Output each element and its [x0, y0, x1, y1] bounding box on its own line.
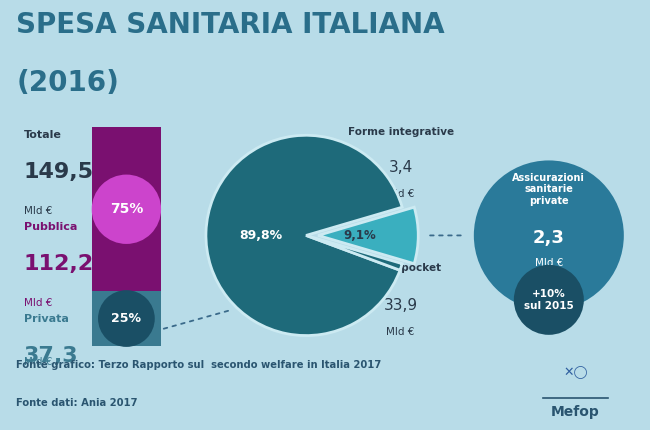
Bar: [92, 127, 161, 291]
Text: SPESA SANITARIA ITALIANA: SPESA SANITARIA ITALIANA: [16, 11, 445, 39]
Text: Mld €: Mld €: [23, 206, 52, 215]
Text: 2,3: 2,3: [533, 229, 565, 247]
Text: 3,4: 3,4: [389, 160, 413, 175]
Text: Pubblica: Pubblica: [23, 221, 77, 232]
Ellipse shape: [92, 175, 161, 244]
Wedge shape: [306, 236, 402, 270]
Text: Forme integrative: Forme integrative: [348, 127, 454, 137]
Wedge shape: [206, 135, 402, 335]
Wedge shape: [318, 207, 418, 264]
Text: Mefop: Mefop: [551, 405, 599, 419]
Text: Mld €: Mld €: [387, 189, 415, 200]
Ellipse shape: [98, 290, 155, 347]
Text: Mld €: Mld €: [23, 357, 52, 367]
Text: Assicurazioni
sanitarie
private: Assicurazioni sanitarie private: [512, 173, 585, 206]
Text: (2016): (2016): [16, 69, 119, 97]
Text: Fonte dati: Ania 2017: Fonte dati: Ania 2017: [16, 398, 138, 408]
Text: 89,8%: 89,8%: [239, 229, 283, 242]
Text: 25%: 25%: [111, 312, 142, 325]
Ellipse shape: [474, 160, 624, 310]
Text: Totale: Totale: [23, 129, 62, 140]
Bar: [92, 291, 161, 346]
Text: 37,3: 37,3: [23, 346, 78, 366]
Text: +10%
sul 2015: +10% sul 2015: [524, 289, 574, 310]
Text: Mld €: Mld €: [535, 258, 563, 268]
Text: 149,5: 149,5: [23, 162, 94, 182]
Text: Privata: Privata: [23, 313, 68, 324]
Text: Fonte grafico: Terzo Rapporto sul  secondo welfare in Italia 2017: Fonte grafico: Terzo Rapporto sul second…: [16, 360, 382, 370]
Text: 33,9: 33,9: [384, 298, 418, 313]
Text: 75%: 75%: [110, 202, 143, 216]
Text: ✕◯: ✕◯: [563, 366, 588, 379]
Text: 112,2: 112,2: [23, 254, 94, 274]
Text: Mld €: Mld €: [387, 328, 415, 338]
Text: Mld €: Mld €: [23, 298, 52, 307]
Text: 9,1%: 9,1%: [343, 229, 376, 242]
Ellipse shape: [514, 265, 584, 335]
Text: Out of pocket: Out of pocket: [361, 263, 441, 273]
